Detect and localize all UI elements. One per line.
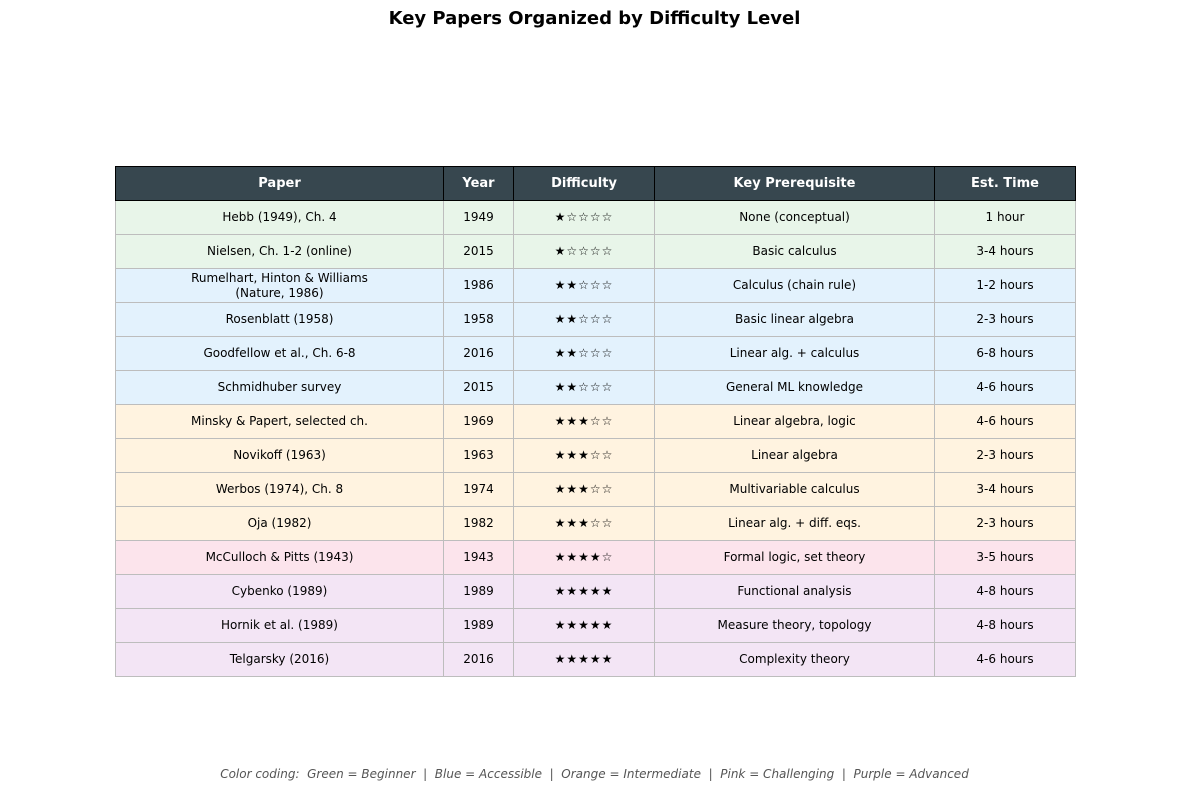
cell-prerequisite: Measure theory, topology [654, 608, 935, 643]
cell-year: 1989 [443, 574, 514, 609]
table-header-row: Paper Year Difficulty Key Prerequisite E… [115, 166, 1076, 201]
cell-paper: Minsky & Papert, selected ch. [115, 404, 444, 439]
cell-time: 4-6 hours [934, 642, 1076, 677]
cell-prerequisite: Functional analysis [654, 574, 935, 609]
table-row: Oja (1982) 1982 ★★★☆☆ Linear alg. + diff. e… [115, 506, 1076, 541]
cell-difficulty: ★★★★★ [513, 574, 655, 609]
table-row: Telgarsky (2016) 2016 ★★★★★ Complexity theo… [115, 642, 1076, 677]
table-row: Werbos (1974), Ch. 8 1974 ★★★☆☆ Multivariab… [115, 472, 1076, 507]
cell-time: 4-6 hours [934, 370, 1076, 405]
cell-prerequisite: Linear alg. + diff. eqs. [654, 506, 935, 541]
table-row: Hebb (1949), Ch. 4 1949 ★☆☆☆☆ None (concept… [115, 200, 1076, 235]
cell-paper: Nielsen, Ch. 1-2 (online) [115, 234, 444, 269]
cell-time: 1-2 hours [934, 268, 1076, 303]
column-header-time: Est. Time [934, 166, 1076, 201]
table-row: Nielsen, Ch. 1-2 (online) 2015 ★☆☆☆☆ Basic … [115, 234, 1076, 269]
table-row: Novikoff (1963) 1963 ★★★☆☆ Linear algebra 2-… [115, 438, 1076, 473]
column-header-paper: Paper [115, 166, 444, 201]
cell-time: 4-8 hours [934, 608, 1076, 643]
cell-year: 2016 [443, 336, 514, 371]
cell-difficulty: ★☆☆☆☆ [513, 234, 655, 269]
cell-paper: Novikoff (1963) [115, 438, 444, 473]
cell-prerequisite: Calculus (chain rule) [654, 268, 935, 303]
cell-year: 1974 [443, 472, 514, 507]
cell-year: 1969 [443, 404, 514, 439]
cell-paper: Hebb (1949), Ch. 4 [115, 200, 444, 235]
cell-time: 6-8 hours [934, 336, 1076, 371]
cell-prerequisite: Basic calculus [654, 234, 935, 269]
cell-difficulty: ★★☆☆☆ [513, 336, 655, 371]
cell-year: 1989 [443, 608, 514, 643]
table-row: Hornik et al. (1989) 1989 ★★★★★ Measure the… [115, 608, 1076, 643]
cell-paper: Werbos (1974), Ch. 8 [115, 472, 444, 507]
cell-difficulty: ★★★☆☆ [513, 506, 655, 541]
cell-paper: Hornik et al. (1989) [115, 608, 444, 643]
table-body: Hebb (1949), Ch. 4 1949 ★☆☆☆☆ None (concept… [115, 200, 1076, 677]
cell-difficulty: ★★★☆☆ [513, 472, 655, 507]
cell-paper: Rumelhart, Hinton & Williams (Nature, 198… [115, 268, 444, 303]
cell-prerequisite: Complexity theory [654, 642, 935, 677]
cell-time: 4-8 hours [934, 574, 1076, 609]
table-row: Rumelhart, Hinton & Williams (Nature, 198… [115, 268, 1076, 303]
cell-year: 2015 [443, 370, 514, 405]
cell-difficulty: ★★☆☆☆ [513, 268, 655, 303]
cell-time: 2-3 hours [934, 302, 1076, 337]
cell-difficulty: ★★☆☆☆ [513, 370, 655, 405]
cell-prerequisite: Multivariable calculus [654, 472, 935, 507]
cell-paper: Schmidhuber survey [115, 370, 444, 405]
cell-difficulty: ★★☆☆☆ [513, 302, 655, 337]
column-header-difficulty: Difficulty [513, 166, 655, 201]
table-row: Schmidhuber survey 2015 ★★☆☆☆ General ML kn… [115, 370, 1076, 405]
cell-prerequisite: Linear algebra, logic [654, 404, 935, 439]
cell-time: 2-3 hours [934, 506, 1076, 541]
cell-difficulty: ★★★★☆ [513, 540, 655, 575]
cell-year: 1986 [443, 268, 514, 303]
cell-time: 2-3 hours [934, 438, 1076, 473]
papers-table: Paper Year Difficulty Key Prerequisite E… [115, 166, 1076, 677]
color-coding-legend: Color coding: Green = Beginner | Blue = … [220, 767, 969, 781]
chart-title: Key Papers Organized by Difficulty Level [388, 8, 801, 29]
cell-year: 2016 [443, 642, 514, 677]
cell-difficulty: ★★★☆☆ [513, 438, 655, 473]
cell-paper: Oja (1982) [115, 506, 444, 541]
cell-difficulty: ★★★★★ [513, 608, 655, 643]
column-header-prerequisite: Key Prerequisite [654, 166, 935, 201]
cell-paper: McCulloch & Pitts (1943) [115, 540, 444, 575]
cell-difficulty: ★★★☆☆ [513, 404, 655, 439]
cell-time: 3-5 hours [934, 540, 1076, 575]
cell-difficulty: ★☆☆☆☆ [513, 200, 655, 235]
table-row: Goodfellow et al., Ch. 6-8 2016 ★★☆☆☆ Linea… [115, 336, 1076, 371]
cell-prerequisite: Linear alg. + calculus [654, 336, 935, 371]
cell-year: 1963 [443, 438, 514, 473]
cell-prerequisite: General ML knowledge [654, 370, 935, 405]
table-row: Rosenblatt (1958) 1958 ★★☆☆☆ Basic linear a… [115, 302, 1076, 337]
table-row: Cybenko (1989) 1989 ★★★★★ Functional analys… [115, 574, 1076, 609]
cell-prerequisite: Linear algebra [654, 438, 935, 473]
cell-time: 3-4 hours [934, 234, 1076, 269]
table-row: Minsky & Papert, selected ch. 1969 ★★★☆☆ Li… [115, 404, 1076, 439]
table-row: McCulloch & Pitts (1943) 1943 ★★★★☆ Formal … [115, 540, 1076, 575]
cell-difficulty: ★★★★★ [513, 642, 655, 677]
cell-time: 4-6 hours [934, 404, 1076, 439]
cell-paper: Rosenblatt (1958) [115, 302, 444, 337]
cell-paper: Telgarsky (2016) [115, 642, 444, 677]
cell-prerequisite: Formal logic, set theory [654, 540, 935, 575]
cell-year: 2015 [443, 234, 514, 269]
cell-prerequisite: Basic linear algebra [654, 302, 935, 337]
cell-time: 1 hour [934, 200, 1076, 235]
cell-paper: Cybenko (1989) [115, 574, 444, 609]
cell-year: 1958 [443, 302, 514, 337]
cell-paper: Goodfellow et al., Ch. 6-8 [115, 336, 444, 371]
column-header-year: Year [443, 166, 514, 201]
cell-year: 1982 [443, 506, 514, 541]
cell-prerequisite: None (conceptual) [654, 200, 935, 235]
cell-year: 1943 [443, 540, 514, 575]
cell-time: 3-4 hours [934, 472, 1076, 507]
cell-year: 1949 [443, 200, 514, 235]
